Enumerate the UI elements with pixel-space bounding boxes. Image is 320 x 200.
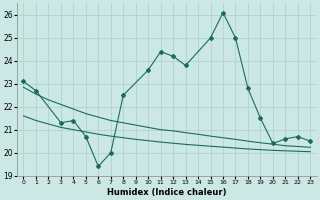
X-axis label: Humidex (Indice chaleur): Humidex (Indice chaleur)	[107, 188, 227, 197]
